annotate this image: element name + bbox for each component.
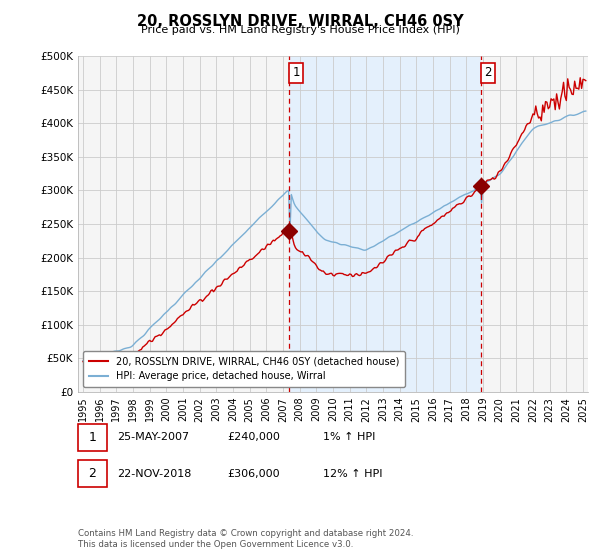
Text: 2: 2 xyxy=(484,66,491,79)
Text: 1% ↑ HPI: 1% ↑ HPI xyxy=(323,432,375,442)
Text: 1: 1 xyxy=(292,66,300,79)
Text: 25-MAY-2007: 25-MAY-2007 xyxy=(118,432,190,442)
Text: £306,000: £306,000 xyxy=(227,469,280,479)
Text: 22-NOV-2018: 22-NOV-2018 xyxy=(118,469,192,479)
Text: Price paid vs. HM Land Registry's House Price Index (HPI): Price paid vs. HM Land Registry's House … xyxy=(140,25,460,35)
Text: 1: 1 xyxy=(88,431,97,444)
Text: 2: 2 xyxy=(88,467,97,480)
Bar xyxy=(289,56,481,392)
Text: 20, ROSSLYN DRIVE, WIRRAL, CH46 0SY: 20, ROSSLYN DRIVE, WIRRAL, CH46 0SY xyxy=(137,14,463,29)
Text: 12% ↑ HPI: 12% ↑ HPI xyxy=(323,469,382,479)
Text: Contains HM Land Registry data © Crown copyright and database right 2024.
This d: Contains HM Land Registry data © Crown c… xyxy=(78,529,413,549)
Text: £240,000: £240,000 xyxy=(227,432,280,442)
Legend: 20, ROSSLYN DRIVE, WIRRAL, CH46 0SY (detached house), HPI: Average price, detach: 20, ROSSLYN DRIVE, WIRRAL, CH46 0SY (det… xyxy=(83,351,405,387)
